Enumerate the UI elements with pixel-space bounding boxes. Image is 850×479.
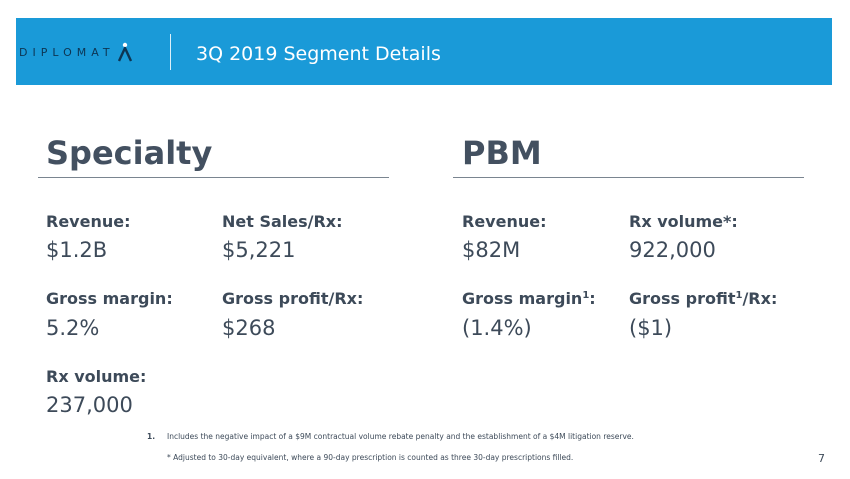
pbm-gross-margin-label: Gross margin1: [462, 289, 596, 308]
specialty-heading: Specialty [46, 134, 213, 172]
specialty-revenue-label: Revenue: [46, 212, 131, 231]
specialty-divider [38, 177, 389, 178]
pbm-gross-margin-label-colon: : [589, 289, 596, 308]
footnote-ref-1: 1 [582, 290, 590, 301]
pbm-divider [453, 177, 804, 178]
footnote-1: 1. Includes the negative impact of a $9M … [147, 432, 634, 441]
company-logo: DIPLOMAT [19, 40, 133, 64]
pbm-rx-volume-label: Rx volume*: [629, 212, 738, 231]
specialty-net-sales-label: Net Sales/Rx: [222, 212, 343, 231]
logo-text: DIPLOMAT [19, 45, 115, 59]
footnote-ref-1: 1 [735, 290, 743, 301]
banner-divider [170, 34, 171, 70]
specialty-net-sales-value: $5,221 [222, 238, 296, 262]
specialty-gross-profit-value: $268 [222, 316, 276, 340]
footnote-asterisk: * Adjusted to 30-day equivalent, where a… [167, 453, 574, 462]
pbm-gross-profit-value: ($1) [629, 316, 673, 340]
pbm-gross-profit-label-suffix: /Rx: [742, 289, 778, 308]
specialty-gross-margin-label: Gross margin: [46, 289, 173, 308]
pbm-gross-margin-label-text: Gross margin [462, 289, 583, 308]
pbm-rx-volume-value: 922,000 [629, 238, 716, 262]
specialty-revenue-value: $1.2B [46, 238, 108, 262]
specialty-gross-profit-label: Gross profit/Rx: [222, 289, 364, 308]
pbm-revenue-value: $82M [462, 238, 521, 262]
footnote-1-number: 1. [147, 432, 156, 441]
specialty-rx-volume-label: Rx volume: [46, 367, 147, 386]
header-banner [16, 18, 832, 85]
footnote-1-text: Includes the negative impact of a $9M co… [167, 432, 634, 441]
pbm-gross-profit-label-text: Gross profit [629, 289, 736, 308]
pbm-gross-margin-value: (1.4%) [462, 316, 532, 340]
page-title: 3Q 2019 Segment Details [196, 43, 441, 65]
pbm-heading: PBM [462, 134, 542, 172]
diplomat-a-icon [117, 42, 132, 62]
pbm-revenue-label: Revenue: [462, 212, 547, 231]
page-number: 7 [818, 452, 825, 465]
pbm-gross-profit-label: Gross profit1/Rx: [629, 289, 777, 308]
specialty-rx-volume-value: 237,000 [46, 393, 133, 417]
specialty-gross-margin-value: 5.2% [46, 316, 100, 340]
